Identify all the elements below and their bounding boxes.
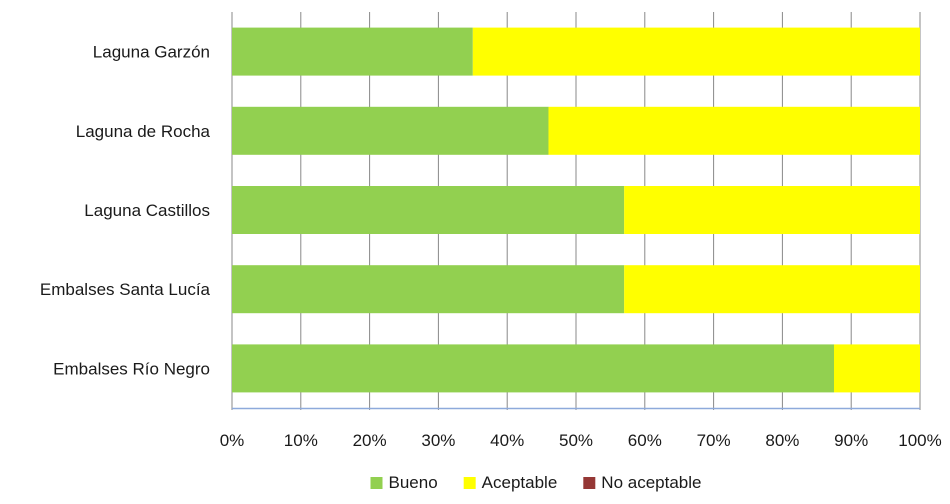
bar-segment-bueno bbox=[232, 27, 473, 76]
x-tick-label: 60% bbox=[628, 431, 662, 450]
category-label: Laguna Castillos bbox=[84, 201, 210, 220]
x-tick-label: 50% bbox=[559, 431, 593, 450]
x-tick-label: 10% bbox=[284, 431, 318, 450]
x-tick-label: 20% bbox=[353, 431, 387, 450]
bar-segment-bueno bbox=[232, 344, 834, 393]
category-label: Laguna Garzón bbox=[93, 43, 210, 62]
legend: Bueno Aceptable No aceptable bbox=[370, 473, 701, 492]
bar-segment-aceptable bbox=[624, 186, 920, 234]
legend-label: Aceptable bbox=[482, 473, 558, 492]
bar-segment-aceptable bbox=[834, 344, 920, 393]
category-label: Laguna de Rocha bbox=[76, 122, 211, 141]
legend-item-aceptable: Aceptable bbox=[463, 473, 558, 492]
x-tick-label: 0% bbox=[220, 431, 245, 450]
category-label: Embalses Río Negro bbox=[53, 359, 210, 378]
x-tick-label: 100% bbox=[898, 431, 941, 450]
category-label: Embalses Santa Lucía bbox=[40, 280, 211, 299]
legend-item-no-aceptable: No aceptable bbox=[583, 473, 701, 492]
legend-swatch bbox=[463, 477, 476, 489]
legend-item-bueno: Bueno bbox=[370, 473, 438, 492]
legend-label: No aceptable bbox=[601, 473, 701, 492]
bar-segment-bueno bbox=[232, 265, 625, 314]
x-tick-label: 30% bbox=[421, 431, 455, 450]
bar-segment-aceptable bbox=[472, 27, 920, 76]
bar-segment-aceptable bbox=[624, 265, 920, 314]
legend-swatch bbox=[583, 477, 596, 489]
bar-segment-bueno bbox=[232, 186, 625, 234]
bar-segment-aceptable bbox=[548, 106, 920, 155]
x-tick-label: 90% bbox=[834, 431, 868, 450]
x-tick-label: 70% bbox=[697, 431, 731, 450]
bars bbox=[232, 27, 920, 393]
category-labels: Laguna Garzón Laguna de Rocha Laguna Casti… bbox=[40, 43, 211, 379]
x-tick-labels: 0% 10% 20% 30% 40% 50% 60% 70% 80% 90% 100% bbox=[220, 431, 942, 450]
x-tick-label: 80% bbox=[765, 431, 799, 450]
legend-label: Bueno bbox=[389, 473, 438, 492]
x-tick-label: 40% bbox=[490, 431, 524, 450]
bar-segment-bueno bbox=[232, 106, 549, 155]
legend-swatch bbox=[370, 477, 383, 489]
